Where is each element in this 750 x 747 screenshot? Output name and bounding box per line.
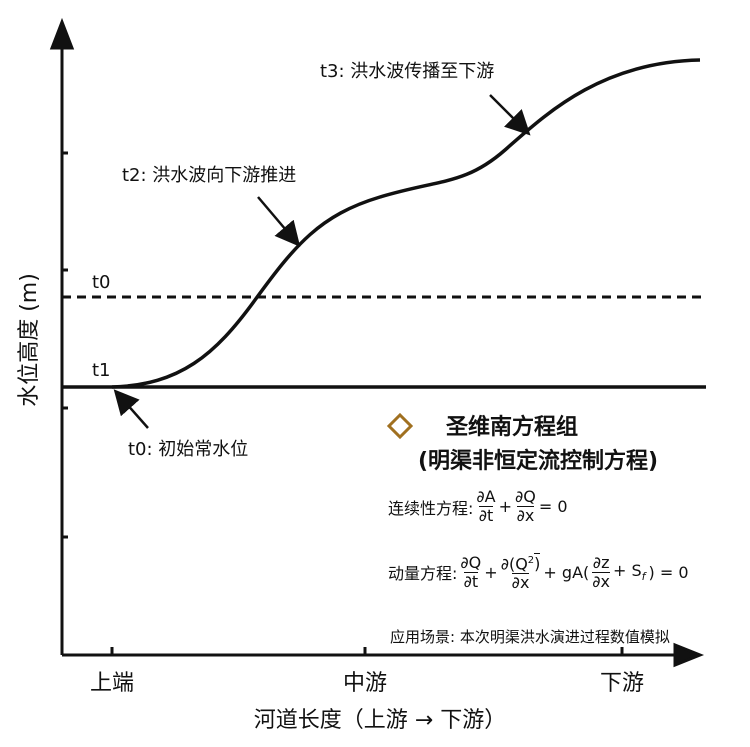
momentum-eq: 动量方程: ∂Q ∂t + ∂(Q2) ∂x + gA( ∂z ∂x + Sf ) =… [388, 552, 689, 592]
op: + Sf [613, 561, 646, 583]
fraction: ∂Q ∂x [515, 488, 536, 525]
eq-label: 动量方程: [388, 564, 458, 584]
num: ∂z [592, 552, 610, 572]
box-subtitle: (明渠非恒定流控制方程) [418, 448, 658, 474]
x-tick: 下游 [600, 671, 644, 696]
op-part: + S [613, 561, 642, 581]
num: ∂A [476, 487, 496, 506]
num: ∂Q [515, 487, 536, 506]
den: ∂t [463, 571, 479, 591]
fraction: ∂z ∂x [592, 552, 611, 591]
num: ∂Q [460, 552, 482, 572]
diamond-icon [386, 412, 414, 440]
fraction: ∂A ∂t [476, 488, 495, 525]
num-part: ) [534, 553, 541, 574]
op: + [498, 497, 513, 516]
box-title: 圣维南方程组 [446, 414, 578, 440]
fraction: ∂Q ∂t [460, 552, 482, 591]
op: = 0 [538, 497, 568, 516]
y-label: 水位高度 (m) [17, 273, 42, 407]
continuity-eq: 连续性方程: ∂A ∂t + ∂Q ∂x = 0 [388, 488, 568, 525]
pointers [113, 94, 531, 429]
fraction: ∂(Q2) ∂x [501, 552, 541, 592]
annotation: t0: 初始常水位 [128, 439, 248, 460]
line-label: t1 [92, 360, 111, 381]
x-tick: 中游 [343, 671, 387, 696]
application: 应用场景: 本次明渠洪水演进过程数值模拟 [390, 628, 670, 646]
op: + [484, 562, 498, 582]
num-part: ∂(Q [500, 554, 528, 574]
line-label: t0 [92, 272, 111, 293]
sup: 2 [527, 555, 535, 566]
sub: f [641, 570, 646, 584]
den: ∂x [592, 571, 611, 591]
op: ) = 0 [648, 562, 689, 582]
num: ∂(Q2) [500, 552, 541, 574]
x-label: 河道长度（上游 → 下游） [254, 708, 506, 733]
op: + gA( [543, 562, 590, 582]
den: ∂x [511, 573, 530, 593]
den: ∂x [516, 506, 535, 525]
x-tick: 上端 [90, 671, 134, 696]
annotation: t3: 洪水波传播至下游 [320, 61, 494, 82]
annotation: t2: 洪水波向下游推进 [122, 165, 296, 186]
axes [49, 17, 705, 668]
flood-wave [111, 58, 701, 389]
den: ∂t [478, 506, 494, 525]
eq-label: 连续性方程: [388, 498, 474, 518]
